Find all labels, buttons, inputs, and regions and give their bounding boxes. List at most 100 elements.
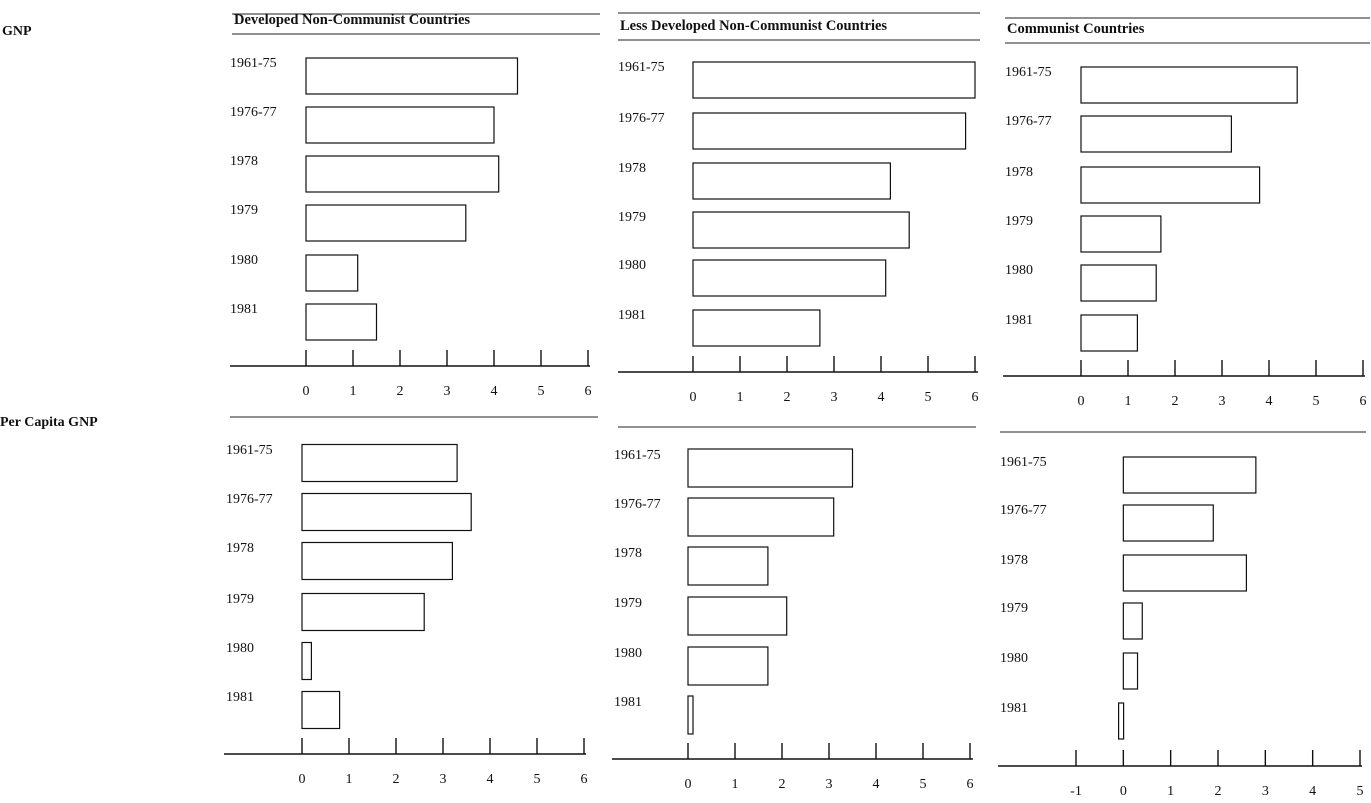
bar [692,309,821,347]
category-label: 1961-75 [618,60,665,75]
bar [1080,66,1298,104]
bar [692,112,967,150]
x-tick-label: 6 [1360,394,1367,409]
category-label: 1979 [1000,601,1028,616]
bar [305,254,359,292]
x-tick-label: -1 [1070,784,1082,799]
bar [301,690,341,730]
x-tick-label: 3 [1219,394,1226,409]
bar [687,695,694,735]
bar [301,541,453,581]
x-tick-label: 1 [346,772,353,787]
panel-title: Communist Countries [1007,21,1145,37]
x-tick-label: 2 [1215,784,1222,799]
x-tick-label: 1 [732,777,739,792]
bar [692,211,910,249]
bar [1122,456,1257,494]
chart-panel-1: Developed Non-Communist Countries 1961-75… [230,12,600,399]
category-label: 1981 [226,690,254,705]
category-label: 1981 [618,308,646,323]
x-tick-label: 0 [685,777,692,792]
x-tick-label: 4 [487,772,494,787]
category-label: 1978 [1000,553,1028,568]
bar [692,61,976,99]
bar [301,443,458,483]
panel-title: Developed Non-Communist Countries [234,12,470,28]
x-tick-label: 3 [831,390,838,405]
bar [301,592,425,632]
category-label: 1981 [1005,313,1033,328]
x-tick-label: 4 [1266,394,1273,409]
bar [301,641,312,681]
category-label: 1978 [226,541,254,556]
category-label: 1980 [1005,263,1033,278]
chart-panel-3: Communist Countries 1961-75 1976-77 1978 197… [1003,17,1370,409]
bar [305,204,467,242]
x-tick-label: 5 [538,384,545,399]
category-label: 1978 [230,154,258,169]
panel-title: Less Developed Non-Communist Countries [620,18,887,34]
category-label: 1979 [226,592,254,607]
category-label: 1976-77 [226,492,273,507]
x-tick-label: 6 [967,777,974,792]
x-tick-label: 2 [1172,394,1179,409]
category-label: 1976-77 [618,111,665,126]
bar [301,492,472,532]
bar [687,497,835,537]
x-tick-label: 0 [1120,784,1127,799]
chart-panel-4: 1961-75 1976-77 1978 1979 1980 1981 0 1 2 3 4 5 6 [224,416,598,787]
x-tick-label: 6 [585,384,592,399]
category-label: 1979 [1005,214,1033,229]
x-tick-label: 0 [690,390,697,405]
x-tick-label: 3 [444,384,451,399]
x-tick-label: 6 [581,772,588,787]
x-tick-label: 5 [1313,394,1320,409]
chart-panel-5: 1961-75 1976-77 1978 1979 1980 1981 0 1 2 3 4 5 6 [612,426,976,792]
category-label: 1976-77 [614,497,661,512]
category-label: 1980 [230,253,258,268]
bar [305,303,378,341]
bar [687,448,854,488]
category-label: 1978 [1005,165,1033,180]
category-label: 1980 [1000,651,1028,666]
category-label: 1976-77 [1000,503,1047,518]
x-tick-label: 1 [1167,784,1174,799]
x-tick-label: 6 [972,390,979,405]
category-label: 1981 [230,302,258,317]
x-tick-label: 4 [873,777,880,792]
category-label: 1979 [614,596,642,611]
bar [1080,314,1139,352]
x-tick-label: 5 [920,777,927,792]
bar [305,57,519,95]
x-tick-label: 3 [1262,784,1269,799]
bar [687,596,788,636]
bar [1080,115,1232,153]
chart-panel-6: 1961-75 1976-77 1978 1979 1980 1981 -1 0 1 2 3 4 5 [998,431,1366,799]
x-tick-label: 0 [299,772,306,787]
category-label: 1978 [614,546,642,561]
x-tick-label: 1 [350,384,357,399]
bar [1122,652,1139,690]
bar [1080,215,1162,253]
x-tick-label: 2 [779,777,786,792]
category-label: 1978 [618,161,646,176]
bar [1080,264,1157,302]
x-tick-label: 5 [534,772,541,787]
x-tick-label: 5 [1357,784,1364,799]
chart-panels: Developed Non-Communist Countries 1961-75… [224,12,1370,799]
x-tick-label: 2 [393,772,400,787]
x-tick-label: 3 [440,772,447,787]
bar [305,106,495,144]
bar [1122,602,1143,640]
category-label: 1976-77 [1005,114,1052,129]
bar [1080,166,1261,204]
x-tick-label: 4 [1309,784,1316,799]
category-label: 1961-75 [230,56,277,71]
bar [1117,702,1125,740]
x-tick-label: 0 [1078,394,1085,409]
row-label-per-capita-gnp: Per Capita GNP [0,415,98,430]
x-tick-label: 1 [737,390,744,405]
x-tick-label: 1 [1125,394,1132,409]
bar [687,646,769,686]
bar [692,162,891,200]
